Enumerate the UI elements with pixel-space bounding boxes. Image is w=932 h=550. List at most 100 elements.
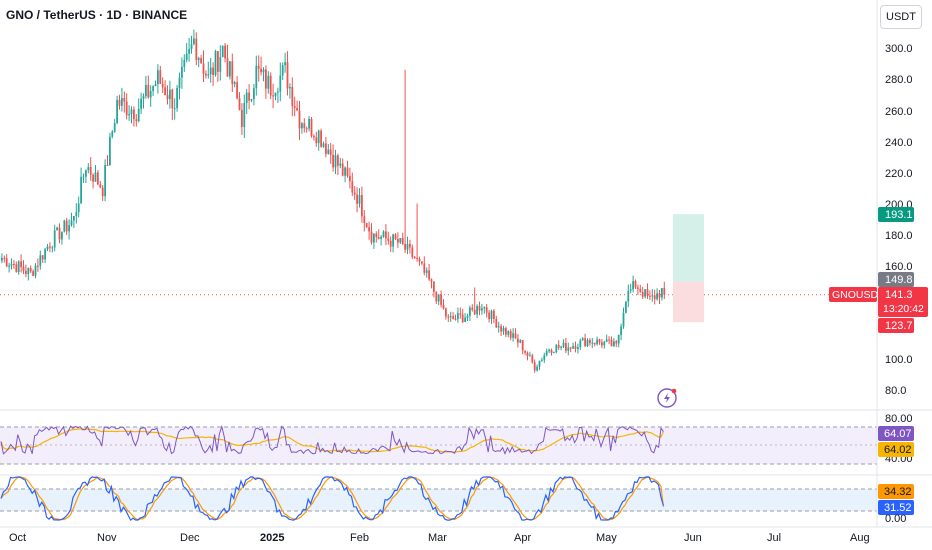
candle-body: [185, 53, 188, 60]
candle-body: [437, 294, 440, 302]
candle-body: [106, 164, 109, 166]
candle-body: [157, 70, 159, 85]
candle-body: [265, 69, 267, 89]
candle-body: [598, 339, 601, 343]
long-position-loss-zone[interactable]: [673, 281, 704, 323]
candle-body: [104, 164, 106, 197]
candle-body: [589, 339, 591, 344]
candle-body: [164, 87, 166, 96]
symbol-title[interactable]: GNO / TetherUS · 1D · BINANCE: [6, 8, 188, 22]
candle-body: [255, 65, 258, 89]
candle-body: [317, 130, 320, 144]
candle-body: [284, 62, 286, 66]
candle-body: [327, 149, 330, 154]
candle-body: [286, 62, 289, 89]
candle-body: [409, 243, 411, 248]
candle-body: [226, 58, 229, 77]
candle-body: [428, 270, 430, 280]
candle-body: [497, 326, 500, 328]
candle-body: [603, 341, 606, 346]
candle-body: [238, 98, 241, 110]
candle-body: [202, 63, 205, 74]
candle-body: [639, 288, 642, 292]
target-price-label: 193.1: [885, 209, 913, 221]
candle-body: [111, 131, 114, 137]
candle-body: [137, 108, 140, 122]
candle-body: [99, 184, 102, 188]
candle-body: [358, 195, 361, 204]
candle-body: [44, 249, 46, 260]
candle-body: [221, 45, 224, 58]
candle-body: [176, 87, 178, 109]
candle-body: [166, 95, 169, 100]
main-pane[interactable]: [0, 29, 877, 408]
candle-body: [584, 338, 586, 347]
candle-body: [473, 309, 476, 315]
candle-body: [651, 295, 654, 297]
rsi-value-badge: [878, 426, 914, 441]
candle-body: [253, 88, 255, 100]
rsi-pane[interactable]: [0, 424, 877, 465]
stoch-k-badge: [878, 484, 914, 499]
candle-body: [315, 137, 318, 144]
candle-body: [279, 75, 282, 92]
candle-body: [382, 231, 385, 237]
candle-body: [243, 103, 246, 127]
candle-body: [51, 247, 54, 249]
stoch-band: [0, 489, 877, 511]
candle-body: [512, 333, 514, 338]
candle-body: [322, 143, 325, 147]
candle-body: [118, 99, 121, 106]
currency-button[interactable]: USDT: [880, 5, 922, 29]
candle-body: [435, 291, 438, 302]
candle-body: [392, 234, 394, 247]
candle-body: [113, 122, 116, 132]
price-axis[interactable]: 300.0 280.0 260.0 240.0 220.0 200.0 180.…: [829, 0, 928, 527]
candle-body: [543, 355, 546, 360]
candle-body: [29, 268, 32, 272]
stoch-rsi-pane[interactable]: [0, 476, 877, 522]
candle-body: [61, 231, 63, 240]
candle-body: [152, 86, 154, 92]
candle-body: [380, 236, 382, 239]
rsi-tick: 80.00: [885, 413, 913, 425]
candle-body: [452, 316, 454, 319]
candle-body: [421, 261, 423, 264]
entry-price-badge: [878, 272, 914, 287]
candle-body: [596, 339, 598, 345]
price-tick: 160.0: [885, 261, 913, 273]
candle-body: [545, 351, 548, 356]
candle-body: [178, 77, 181, 88]
candle-body: [140, 98, 142, 109]
long-position-profit-zone[interactable]: [673, 214, 704, 282]
candle-body: [529, 355, 531, 357]
price-tick: 220.0: [885, 168, 913, 180]
candle-body: [601, 342, 603, 346]
candle-body: [524, 350, 526, 353]
candle-body: [483, 307, 486, 309]
candle-body: [560, 346, 562, 348]
candle-body: [329, 149, 332, 155]
candle-body: [181, 66, 183, 78]
candle-body: [267, 75, 270, 89]
candle-body: [27, 268, 30, 275]
candle-body: [416, 257, 418, 259]
candle-body: [188, 48, 190, 54]
time-label: Mar: [428, 532, 447, 544]
candle-body: [449, 316, 452, 318]
candle-body: [375, 233, 378, 238]
candle-body: [53, 230, 56, 248]
candle-body: [401, 238, 404, 244]
candle-body: [195, 38, 198, 61]
time-axis[interactable]: Oct Nov Dec 2025 Feb Mar Apr May Jun Jul…: [0, 526, 932, 544]
candle-body: [622, 312, 625, 327]
candle-body: [313, 136, 315, 138]
candle-body: [349, 175, 351, 182]
rsi-ma-badge: [878, 442, 914, 457]
candle-body: [262, 69, 265, 73]
target-price-badge: [878, 207, 914, 222]
alert-icon[interactable]: [657, 388, 677, 408]
candle-body: [411, 247, 414, 258]
candle-body: [337, 155, 339, 166]
